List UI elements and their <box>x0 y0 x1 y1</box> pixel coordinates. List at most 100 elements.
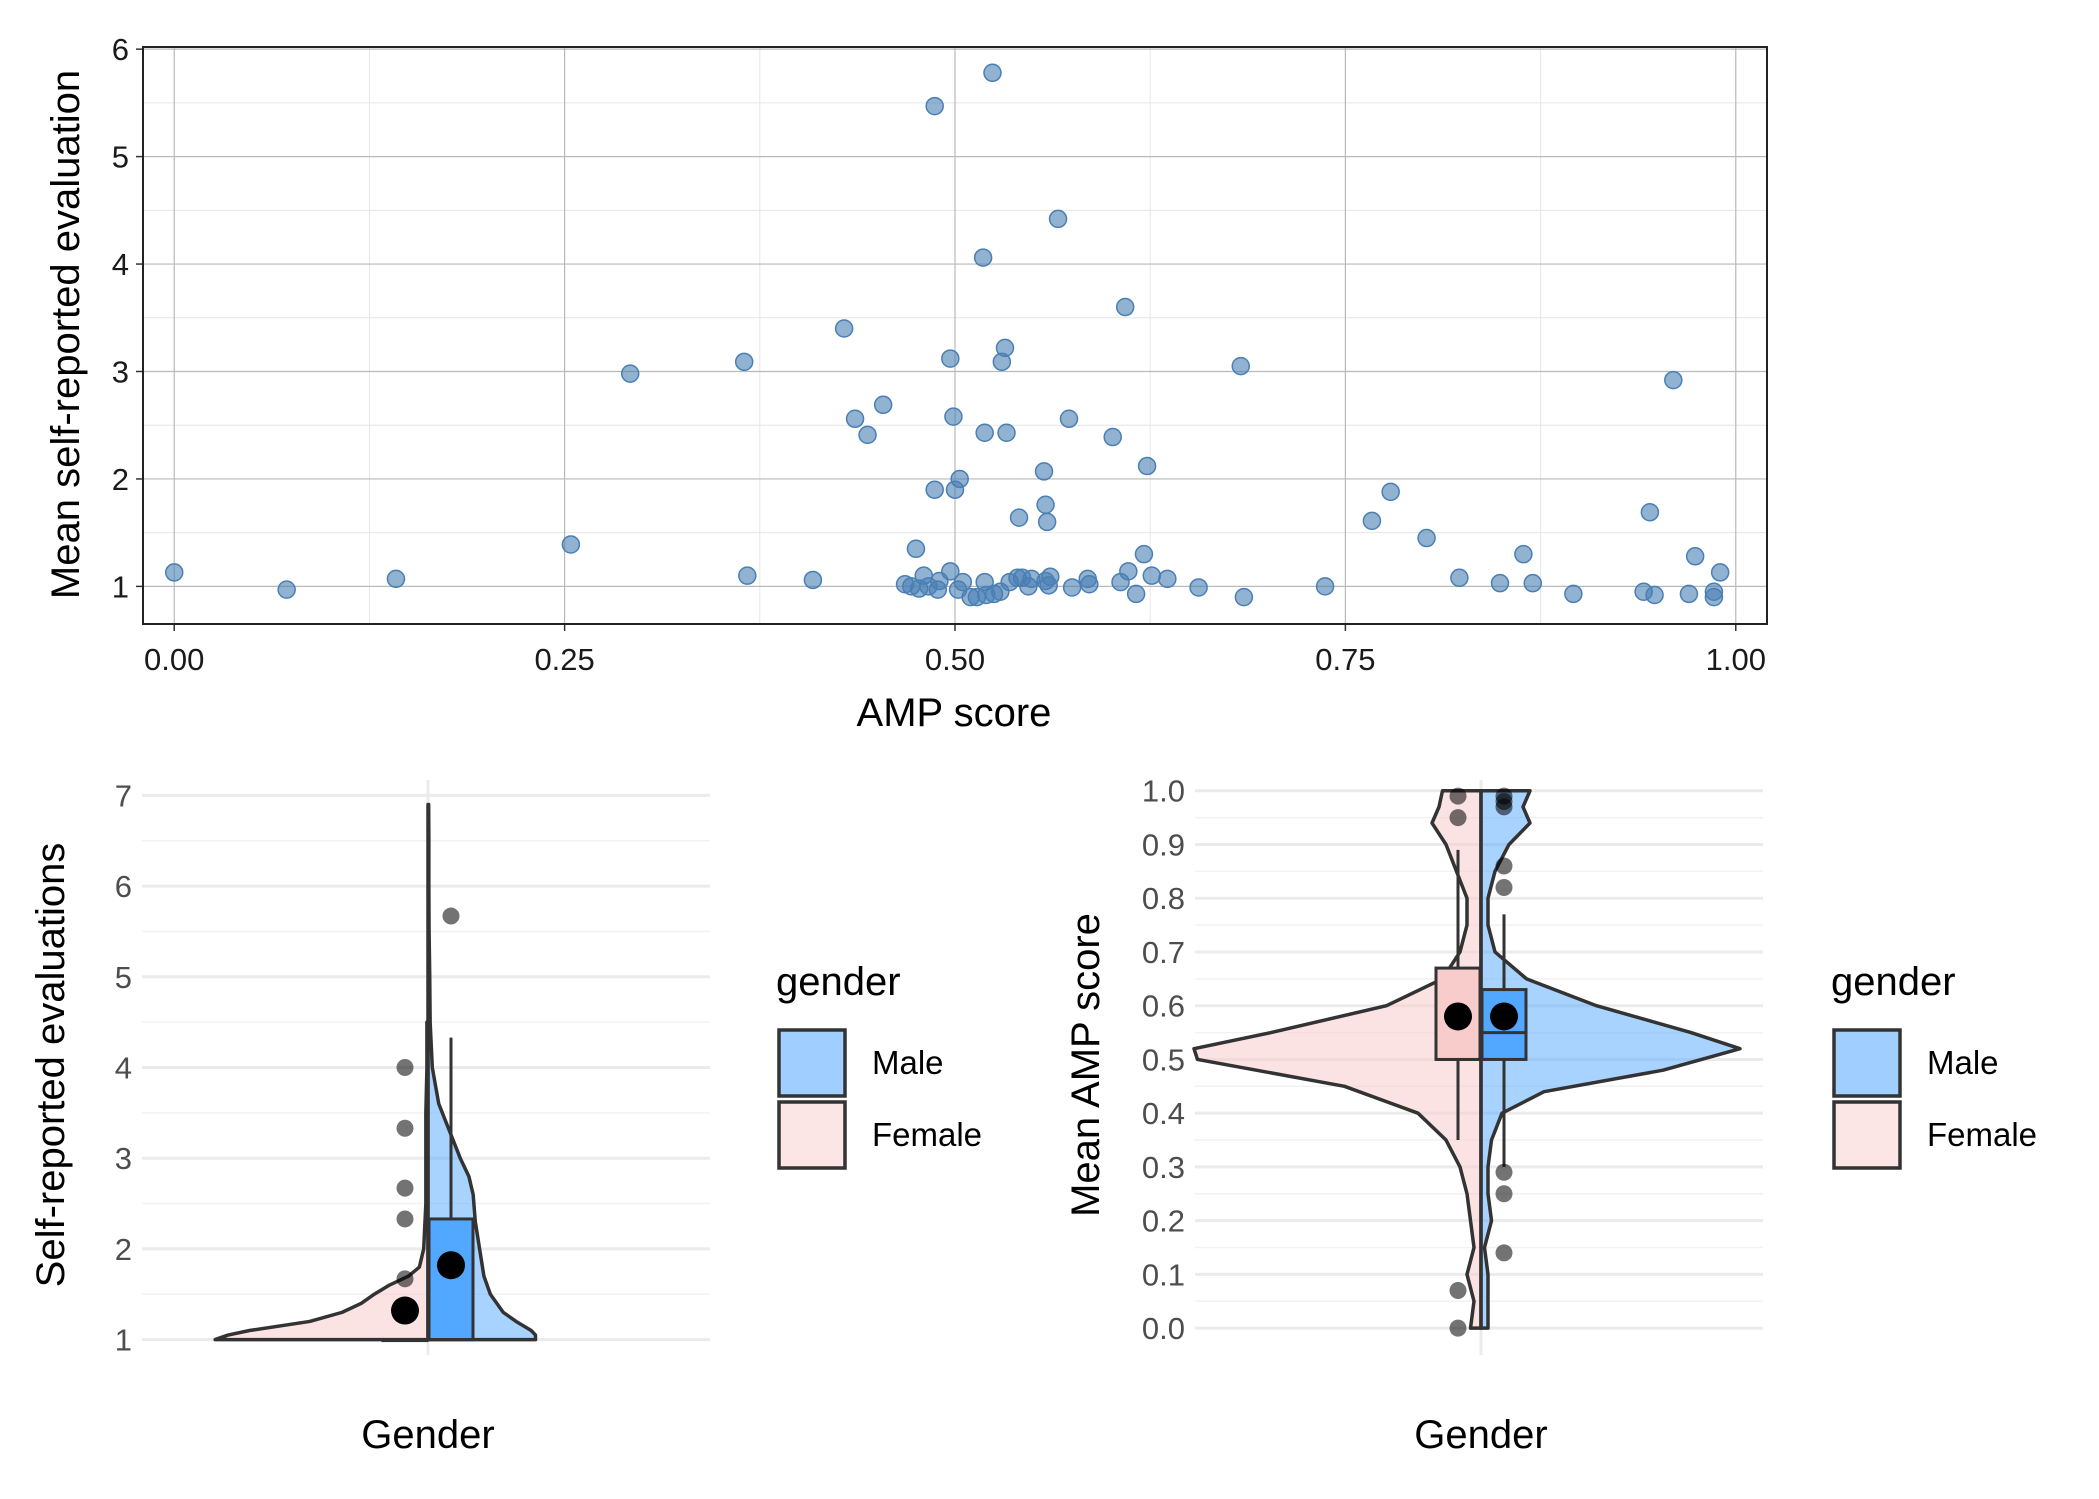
legend-title: gender <box>776 960 901 1004</box>
y-tick-label: 4 <box>112 247 129 282</box>
outlier-point <box>1495 1163 1513 1181</box>
outlier-point <box>1495 878 1513 896</box>
outlier-point <box>1495 857 1513 875</box>
y-tick-label: 0.3 <box>1142 1150 1185 1185</box>
x-axis-title: Gender <box>1414 1413 1547 1457</box>
y-tick-label: 0.7 <box>1142 935 1185 970</box>
scatter-point <box>1381 482 1400 502</box>
scatter-point <box>1115 297 1135 317</box>
scatter-point <box>995 338 1015 358</box>
scatter-point <box>1685 547 1705 566</box>
scatter-point <box>834 319 854 338</box>
y-tick-label: 0.4 <box>1142 1096 1185 1131</box>
scatter-point <box>1142 566 1162 585</box>
mean-point <box>1444 1002 1472 1031</box>
violin-half-female <box>213 1020 430 1342</box>
y-tick-label: 1.0 <box>1142 774 1185 809</box>
scatter-point <box>925 480 944 499</box>
x-tick-label: 0.50 <box>925 642 985 677</box>
scatter-point <box>164 563 184 582</box>
mean-point <box>437 1251 465 1280</box>
plot-frame <box>142 46 1768 625</box>
scatter-point <box>1362 511 1382 531</box>
y-tick-label: 5 <box>115 960 132 995</box>
scatter-point <box>1034 462 1054 481</box>
scatter-point <box>997 423 1016 442</box>
scatter-point <box>975 423 994 442</box>
scatter-point <box>941 562 960 581</box>
mean-point <box>1490 1002 1518 1031</box>
scatter-point <box>1080 574 1099 594</box>
scatter-point <box>1119 562 1138 581</box>
scatter-point <box>1417 528 1436 548</box>
scatter-point <box>983 63 1002 83</box>
y-tick-label: 2 <box>112 462 129 497</box>
scatter-point <box>1158 569 1177 589</box>
scatter-point <box>973 248 993 267</box>
scatter-point <box>1710 563 1730 582</box>
violin-half-female <box>1192 788 1483 1330</box>
scatter-point <box>1315 577 1335 596</box>
outlier-point <box>1449 809 1467 827</box>
scatter-point <box>858 425 877 445</box>
scatter-point <box>944 407 963 426</box>
scatter-point <box>1704 587 1724 607</box>
scatter-point <box>1231 356 1251 376</box>
scatter-point <box>1037 512 1057 532</box>
y-tick-label: 0.5 <box>1142 1042 1185 1077</box>
scatter-point <box>1514 544 1533 564</box>
boxplot-box-male <box>1480 988 1528 1061</box>
x-tick-label: 0.25 <box>534 642 594 677</box>
scatter-point <box>845 409 865 429</box>
scatter-point <box>873 395 893 415</box>
scatter-point <box>561 535 581 554</box>
scatter-point <box>1134 544 1154 564</box>
outlier-point <box>1449 1319 1467 1337</box>
outlier-point <box>396 1179 414 1197</box>
x-tick-label: 1.00 <box>1706 642 1766 677</box>
scatter-point <box>1490 573 1510 593</box>
scatter-point <box>803 570 823 590</box>
scatter-point <box>1059 409 1079 429</box>
y-tick-label: 3 <box>115 1141 132 1176</box>
scatter-point <box>925 96 944 116</box>
y-tick-label: 0.8 <box>1142 881 1185 916</box>
scatter-point <box>906 539 926 559</box>
legend-key-female <box>1832 1100 1902 1170</box>
outlier-point <box>1449 787 1467 805</box>
scatter-point <box>738 566 757 585</box>
outlier-point <box>1449 1282 1467 1300</box>
outlier-point <box>1495 1244 1513 1262</box>
scatter-point <box>953 572 973 592</box>
scatter-point <box>941 349 960 368</box>
outlier-point <box>1495 798 1513 816</box>
scatter-point <box>1664 370 1683 390</box>
y-tick-label: 2 <box>115 1232 132 1267</box>
outlier-point <box>396 1210 414 1228</box>
scatter-point <box>1564 584 1583 604</box>
violin-half-male <box>426 802 538 1342</box>
outlier-point <box>396 1270 414 1288</box>
y-tick-label: 5 <box>112 140 129 175</box>
violin-panel-amp: 0.0 0.1 0.2 0.3 0.4 0.5 0.6 0.7 0.8 0.9 1.0 Gender M… <box>1064 774 2037 1457</box>
scatter-point <box>950 469 969 489</box>
y-tick-label: 0.0 <box>1142 1311 1185 1346</box>
y-tick-label: 1 <box>112 569 129 604</box>
legend-key-male <box>777 1028 847 1098</box>
scatter-panel: 0.00 0.25 0.50 0.75 1.00 1 2 3 4 5 6 AMP score Mean … <box>44 32 1768 735</box>
x-tick-label: 0.75 <box>1315 642 1375 677</box>
violin-half-male <box>1479 788 1742 1330</box>
legend-label-male: Male <box>872 1044 944 1081</box>
scatter-point <box>1523 573 1543 593</box>
scatter-point <box>1126 584 1146 604</box>
legend-label-male: Male <box>1927 1044 1999 1081</box>
scatter-point <box>1062 578 1082 597</box>
legend-key-male <box>1832 1028 1902 1098</box>
outlier-point <box>1495 1185 1513 1203</box>
y-tick-label: 1 <box>115 1323 132 1358</box>
scatter-point <box>1036 495 1055 514</box>
scatter-point <box>1041 567 1060 586</box>
scatter-point <box>1234 587 1254 607</box>
scatter-point <box>1640 503 1660 522</box>
y-axis-title: Self-reported evaluations <box>29 843 73 1288</box>
